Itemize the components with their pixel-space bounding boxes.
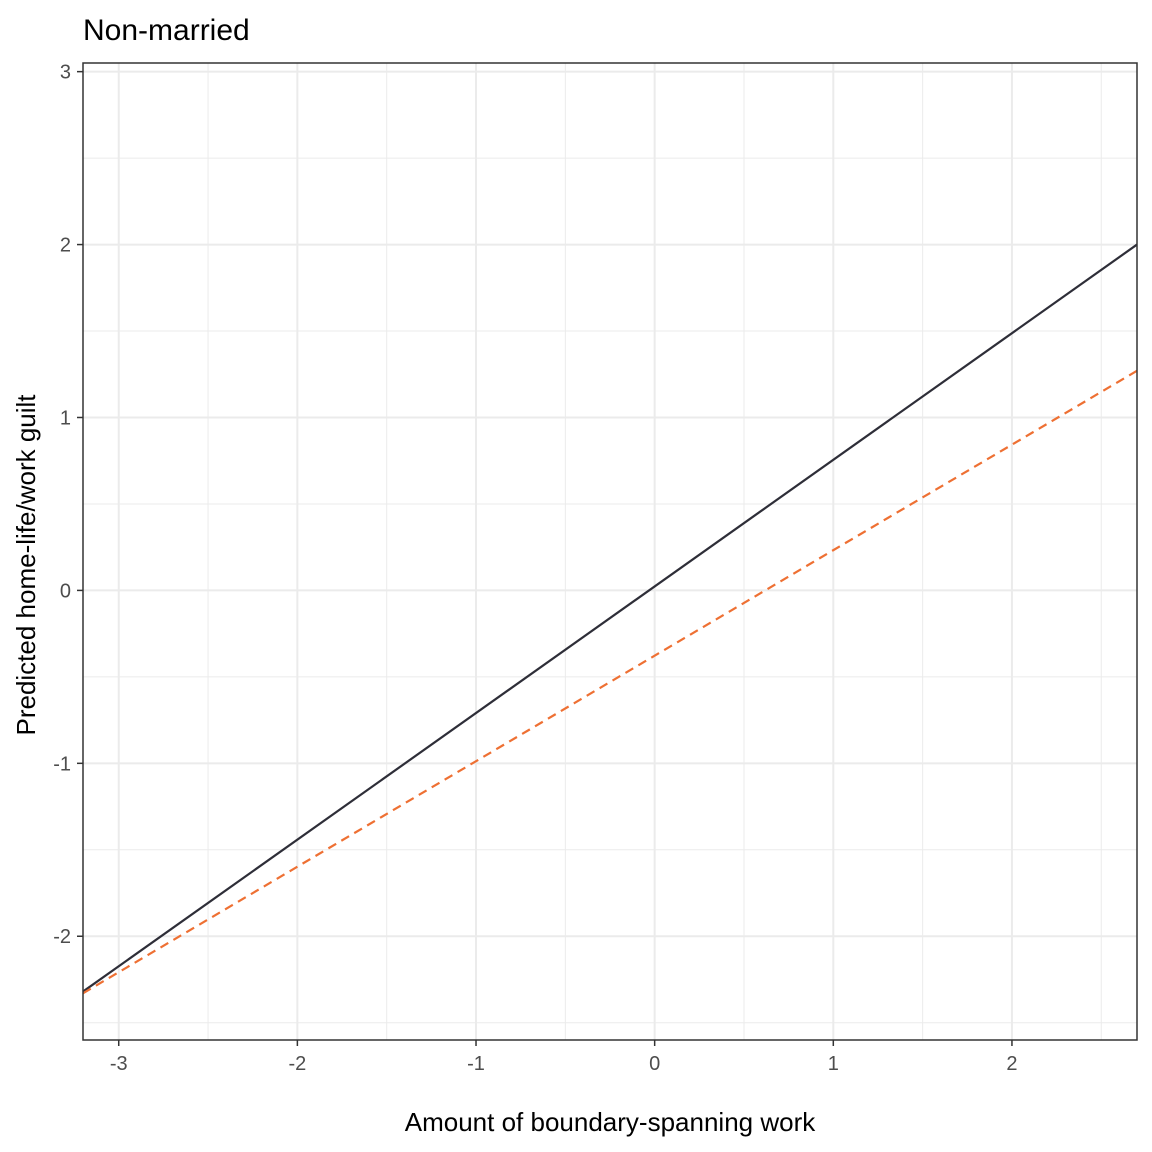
plot-panel — [82, 62, 1138, 1041]
x-tick-label: 1 — [828, 1053, 839, 1075]
y-tick-label: 3 — [60, 62, 71, 84]
y-axis: -2 -1 0 1 2 3 — [53, 62, 83, 948]
x-tick-label: -1 — [467, 1053, 485, 1075]
y-tick-label: -1 — [53, 753, 71, 775]
y-tick-label: 1 — [60, 407, 71, 429]
x-axis: -3 -2 -1 0 1 2 — [110, 1040, 1018, 1075]
x-tick-label: -2 — [288, 1053, 306, 1075]
x-tick-label: -3 — [110, 1053, 128, 1075]
y-tick-label: -2 — [53, 926, 71, 948]
series-line-1 — [82, 243, 1138, 993]
y-tick-label: 0 — [60, 580, 71, 602]
y-tick-label: 2 — [60, 235, 71, 257]
x-axis-title: Amount of boundary-spanning work — [405, 1107, 816, 1137]
grid — [83, 63, 1137, 1040]
y-axis-title: Predicted home-life/work guilt — [11, 394, 41, 736]
series-line-2 — [82, 369, 1138, 995]
chart-title: Non-married — [83, 14, 250, 47]
series-group — [82, 243, 1138, 995]
x-tick-label: 2 — [1006, 1053, 1017, 1075]
x-tick-label: 0 — [649, 1053, 660, 1075]
